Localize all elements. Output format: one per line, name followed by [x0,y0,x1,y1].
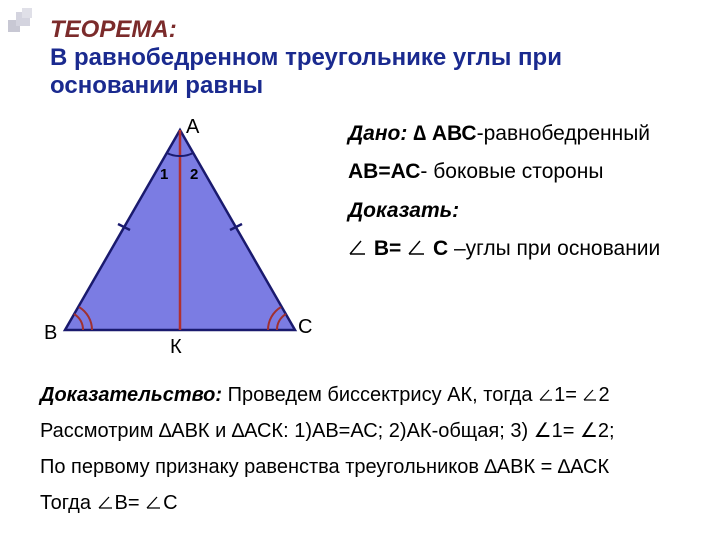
prove-label: Доказать: [348,199,459,222]
proof-l1-text: Проведем биссектрису АК, тогда [222,384,532,406]
title-line-2: В равнобедренном треугольнике углы при [50,44,562,71]
title-colon: : [169,16,177,43]
title-line-3: основании равны [50,72,263,99]
prove-tail: –углы при основании [448,237,660,260]
given-tri: ∆ АВС [413,122,476,145]
triangle-diagram: А В С К 1 2 [40,120,340,380]
proof-l4a: Тогда [40,492,97,514]
angle-icon [145,495,163,511]
angle-icon [348,239,368,257]
corner-decoration [8,8,34,34]
prove-b: В= [374,237,407,260]
vertex-a: А [186,116,199,139]
given-eq-sides: АВ=АС [348,160,420,183]
prove-c: С [433,237,448,260]
angle-1: 1 [160,166,168,183]
angle-icon [407,239,427,257]
proof-l4b: В= [115,492,146,514]
given-tri-tail: -равнобедренный [477,122,650,145]
proof-label: Доказательство: [40,384,222,406]
angle-2: 2 [190,166,198,183]
theorem-title: ТЕОРЕМА: В равнобедренном треугольнике у… [50,16,690,100]
proof-l4c: С [163,492,177,514]
angle-icon [538,388,554,403]
triangle-svg [40,120,340,380]
proof-l1-one: 1= [554,384,582,406]
proof-l3: По первому признаку равенства треугольни… [40,452,700,482]
proof-l1-two: 2 [598,384,609,406]
proof-block: Доказательство: Проведем биссектрису АК,… [40,380,700,524]
vertex-k: К [170,336,182,359]
given-label: Дано: [348,122,407,145]
vertex-b: В [44,322,57,345]
title-word-theorem: ТЕОРЕМА [50,16,169,43]
proof-l2: Рассмотрим ∆АВК и ∆АСК: 1)АВ=АС; 2)АК-об… [40,416,700,446]
given-block: Дано: ∆ АВС-равнобедренный АВ=АС- боковы… [348,120,708,273]
angle-icon [97,495,115,511]
angle-icon [582,388,598,403]
vertex-c: С [298,316,312,339]
given-eq-tail: - боковые стороны [420,160,603,183]
